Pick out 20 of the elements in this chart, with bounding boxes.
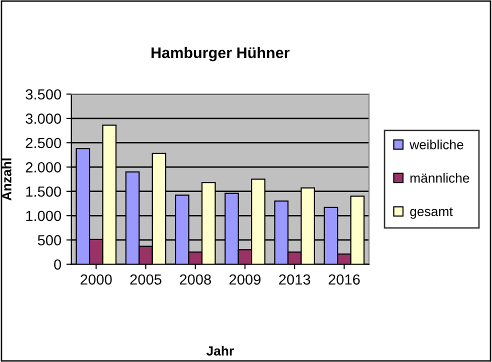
y-tick-label: 3.500: [26, 89, 62, 100]
chart-title: Hamburger Hühner: [152, 46, 290, 62]
y-tick-label: 2.000: [26, 162, 62, 172]
legend-label: gesamt: [410, 207, 453, 219]
y-tick-label: 3.000: [26, 114, 62, 124]
y-tick-label: 2.500: [26, 138, 62, 148]
x-tick-label: 2009: [229, 274, 261, 285]
y-tick-label: 500: [38, 235, 62, 246]
y-tick-label: 1.500: [26, 186, 62, 197]
x-tick-label: 2013: [279, 274, 310, 285]
x-tick-label: 2005: [130, 274, 162, 285]
x-tick-label: 2000: [80, 274, 112, 285]
x-tick-label: 2008: [180, 274, 211, 285]
y-axis-title: Anzahl: [2, 158, 12, 200]
legend-label: weibliche: [410, 140, 464, 150]
y-tick-label: 0: [54, 259, 62, 270]
y-tick-label: 1.000: [26, 210, 62, 222]
legend-label: männliche: [410, 173, 470, 183]
x-axis-title: Jahr: [206, 346, 234, 356]
x-tick-label: 2016: [328, 274, 360, 285]
